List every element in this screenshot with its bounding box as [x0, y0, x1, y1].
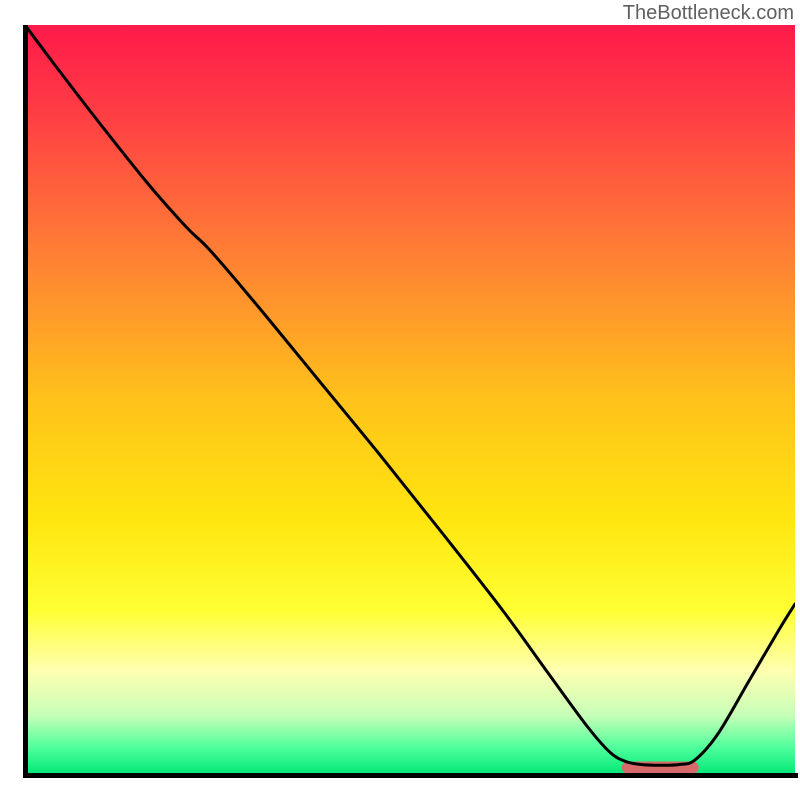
- watermark-text: TheBottleneck.com: [623, 2, 794, 25]
- x-axis: [23, 773, 798, 778]
- y-axis: [23, 25, 28, 778]
- bottleneck-chart: { "watermark": { "text": "TheBottleneck.…: [0, 0, 800, 800]
- bottleneck-curve: [0, 0, 800, 800]
